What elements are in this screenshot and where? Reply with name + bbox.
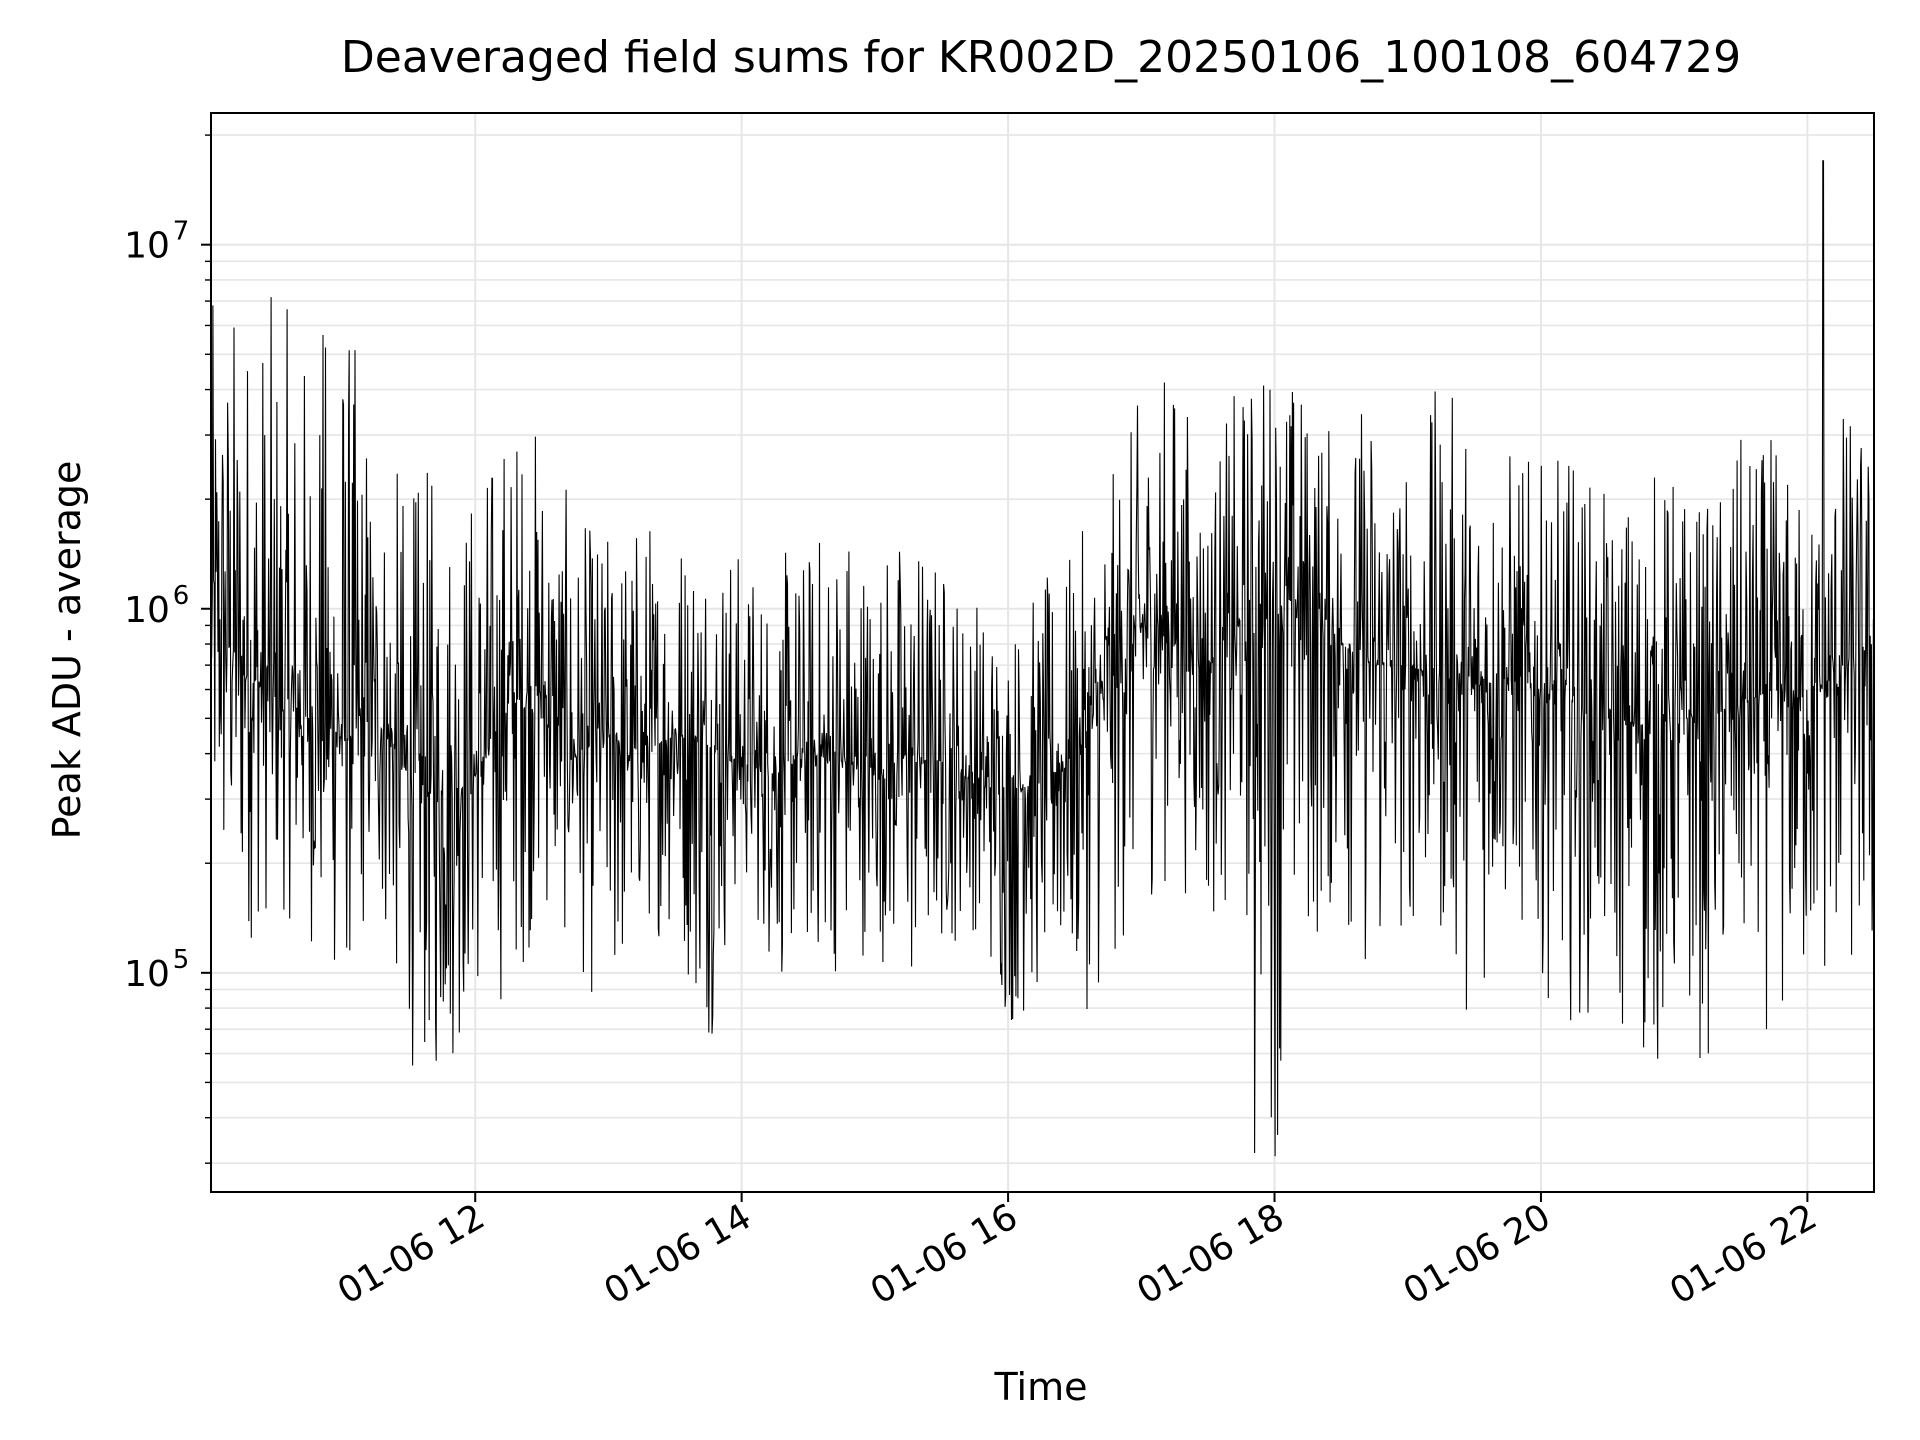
plot-frame [210,112,1875,1193]
y-tick-label: 10 [124,954,170,995]
y-tick-label: 10 [124,590,170,631]
series-line [210,160,1875,1157]
y-tick-exponent: 7 [173,217,190,247]
y-tick-exponent: 6 [173,581,190,611]
chart-title: Deaveraged field sums for KR002D_2025010… [341,32,1741,83]
y-tick-exponent: 5 [173,945,190,975]
y-axis-label: Peak ADU - average [45,461,89,840]
y-tick-label: 10 [124,226,170,267]
series-line-group [210,160,1875,1157]
x-axis-label: Time [994,1365,1088,1409]
